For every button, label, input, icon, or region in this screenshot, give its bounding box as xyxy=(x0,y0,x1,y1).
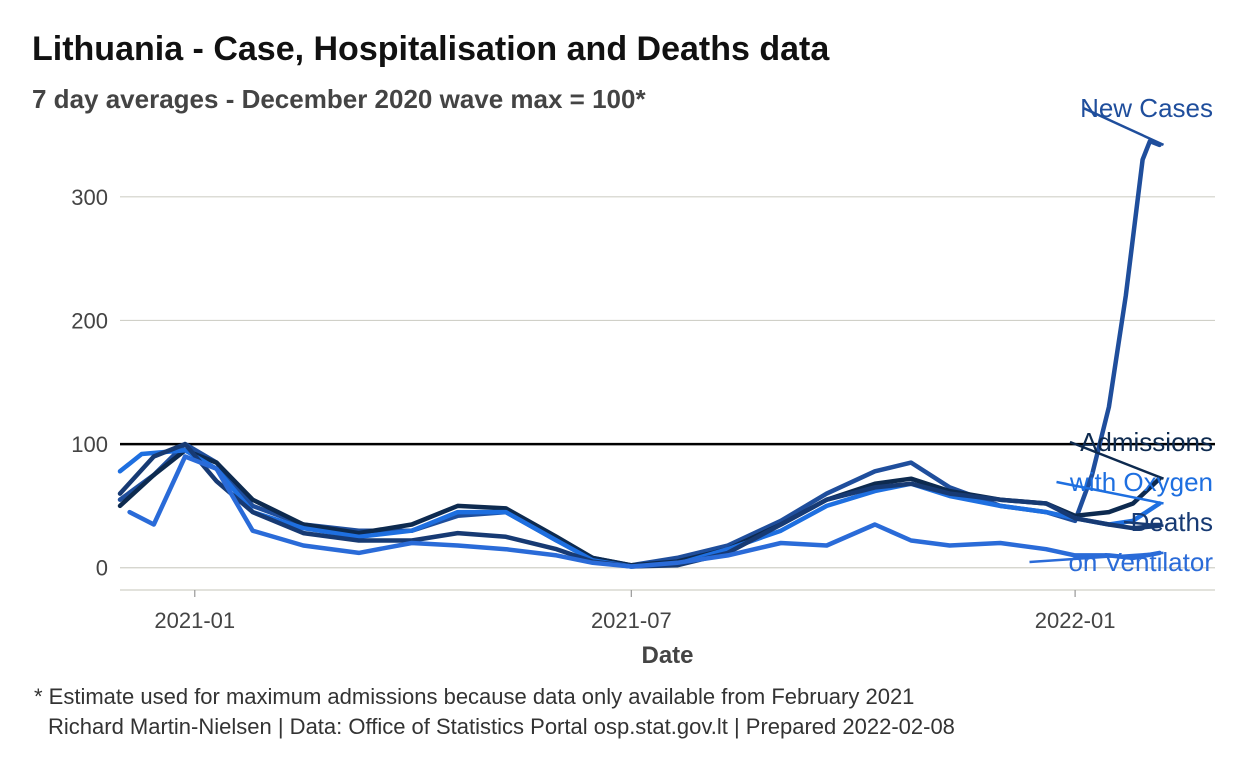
y-tick-label: 100 xyxy=(71,432,108,457)
series-line-with-oxygen xyxy=(117,448,1162,569)
series-label-admissions: Admissions xyxy=(1080,427,1213,457)
x-axis-title: Date xyxy=(641,642,693,669)
caption-credit: Richard Martin-Nielsen | Data: Office of… xyxy=(48,714,955,739)
label-connector-on-ventilator xyxy=(1029,551,1164,564)
series-label-new-cases: New Cases xyxy=(1080,93,1213,123)
label-connector-with-oxygen xyxy=(1056,480,1164,505)
caption-note: * Estimate used for maximum admissions b… xyxy=(34,684,915,709)
y-tick-label: 300 xyxy=(71,185,108,210)
series-lines xyxy=(117,138,1162,569)
series-label-with-oxygen: with Oxygen xyxy=(1069,467,1213,497)
grid-lines xyxy=(120,196,1215,591)
caption: * Estimate used for maximum admissions b… xyxy=(34,682,955,742)
series-label-on-ventilator: on Ventilator xyxy=(1068,547,1213,577)
y-tick-label: 0 xyxy=(96,556,108,581)
series-label-deaths: Deaths xyxy=(1131,507,1213,537)
x-tick-label: 2021-01 xyxy=(154,608,235,633)
chart-subtitle: 7 day averages - December 2020 wave max … xyxy=(32,84,646,114)
series-line-on-ventilator xyxy=(127,454,1162,569)
series-labels: New Cases Admissions with Oxygen Deaths on V… xyxy=(1029,93,1213,577)
x-axis-ticks: 2021-01 2021-07 2022-01 xyxy=(154,590,1115,633)
line-chart: 0 100 200 300 2021-01 2021-07 2022-01 New Cas… xyxy=(71,93,1215,669)
x-tick-label: 2022-01 xyxy=(1035,608,1116,633)
x-tick-label: 2021-07 xyxy=(591,608,672,633)
label-connector-deaths xyxy=(1123,520,1164,527)
chart-title: Lithuania - Case, Hospitalisation and De… xyxy=(32,30,830,68)
y-axis-ticks: 0 100 200 300 xyxy=(71,185,108,581)
y-tick-label: 200 xyxy=(71,308,108,333)
label-connector-new-cases xyxy=(1082,107,1165,147)
label-connector-admissions xyxy=(1069,440,1164,480)
